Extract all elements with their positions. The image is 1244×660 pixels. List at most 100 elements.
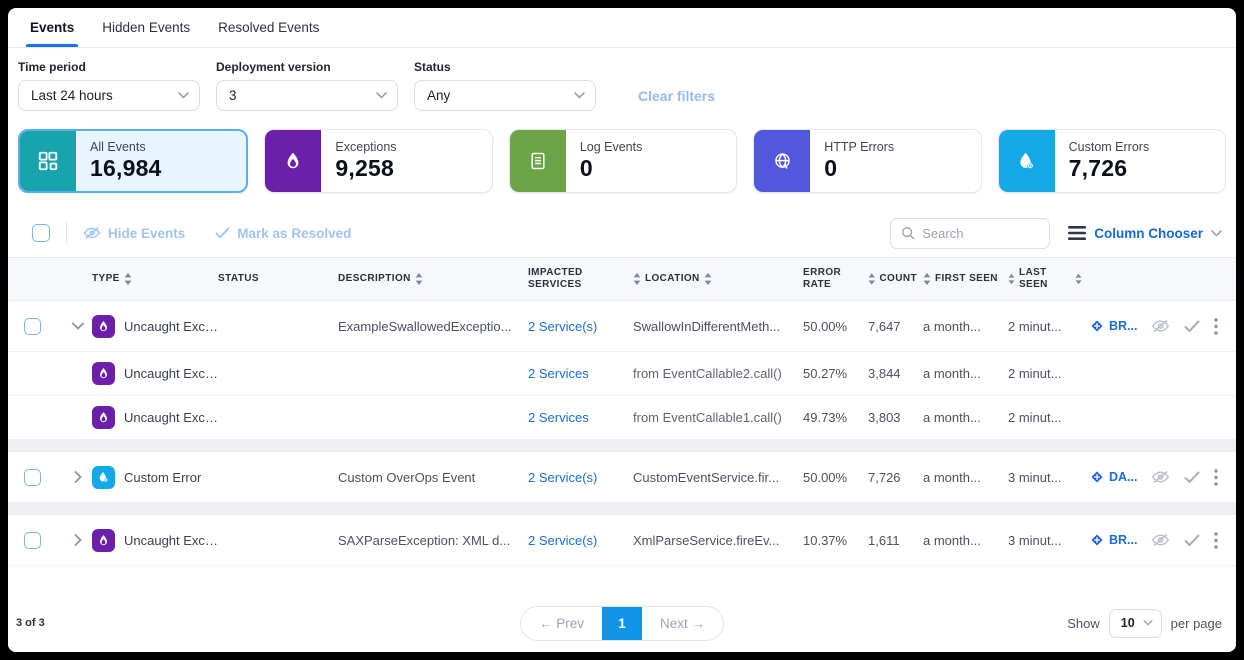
tab-resolved-events[interactable]: Resolved Events: [218, 20, 320, 35]
event-count: 7,647: [868, 318, 901, 334]
first-seen: a month...: [923, 318, 981, 334]
exception-type-icon: [92, 528, 115, 552]
hide-event-icon[interactable]: [1151, 319, 1170, 333]
table-header: TYPE STATUS DESCRIPTION IMPACTED SERVICE…: [8, 257, 1236, 301]
column-header-count[interactable]: COUNT: [868, 273, 923, 286]
card-value: 7,726: [1068, 155, 1128, 181]
deployment-version-value: 3: [229, 88, 237, 103]
custom-error-type-icon: [92, 465, 115, 489]
row-checkbox[interactable]: [23, 317, 41, 335]
deployment-version-select[interactable]: 3: [216, 80, 398, 111]
first-seen: a month...: [923, 366, 981, 381]
chevron-right-icon[interactable]: [64, 534, 92, 546]
page-size-select[interactable]: 10: [1108, 608, 1162, 638]
event-count: 7,726: [868, 469, 901, 485]
resolve-check-icon[interactable]: [1184, 320, 1200, 333]
card-all-events[interactable]: All Events 16,984: [18, 129, 249, 193]
column-header-error-rate[interactable]: ERROR RATE: [803, 266, 842, 291]
log-document-icon: [509, 130, 566, 192]
kebab-menu-icon[interactable]: [1214, 531, 1219, 549]
search-input[interactable]: [922, 225, 1033, 241]
deployment-version-filter: Deployment version 3: [216, 60, 398, 111]
column-header-description[interactable]: DESCRIPTION: [338, 273, 528, 286]
table-subrow[interactable]: Uncaught Exce... 2 Services from EventCa…: [8, 396, 1236, 440]
deployment-version-label: Deployment version: [216, 60, 331, 74]
current-page-button[interactable]: 1: [602, 606, 642, 640]
impacted-services-link[interactable]: 2 Service(s): [528, 318, 598, 334]
table-row[interactable]: Uncaught Exce... ExampleSwallowedExcepti…: [8, 301, 1236, 352]
prev-page-button[interactable]: ← Prev: [538, 615, 584, 631]
clear-filters-button[interactable]: Clear filters: [638, 88, 716, 104]
mark-resolved-button[interactable]: Mark as Resolved: [215, 226, 351, 241]
chevron-down-icon[interactable]: [64, 322, 92, 330]
tab-events[interactable]: Events: [25, 8, 79, 47]
hide-event-icon[interactable]: [1151, 533, 1170, 547]
column-chooser-button[interactable]: Column Chooser: [1068, 226, 1222, 241]
page-size-control: Show 10 per page: [1067, 608, 1222, 638]
last-seen: 2 minut...: [1008, 410, 1062, 425]
column-header-impacted-services[interactable]: IMPACTED SERVICES: [528, 266, 583, 291]
status-value: Any: [427, 88, 451, 103]
row-checkbox[interactable]: [23, 531, 41, 549]
select-all-checkbox[interactable]: [32, 224, 50, 242]
chevron-down-icon: [376, 92, 387, 99]
time-period-select[interactable]: Last 24 hours: [18, 80, 200, 111]
card-log-events[interactable]: Log Events 0: [508, 129, 738, 193]
table-row[interactable]: Uncaught Exce... SAXParseException: XML …: [8, 515, 1236, 566]
first-seen: a month...: [923, 532, 981, 548]
table-row[interactable]: Custom Error Custom OverOps Event 2 Serv…: [8, 452, 1236, 503]
error-rate: 50.00%: [803, 318, 848, 334]
status-select[interactable]: Any: [414, 80, 596, 111]
column-header-location[interactable]: LOCATION: [633, 273, 803, 286]
hide-events-button[interactable]: Hide Events: [83, 226, 185, 241]
card-custom-errors[interactable]: Custom Errors 7,726: [997, 129, 1227, 193]
impacted-services-link[interactable]: 2 Services: [528, 410, 589, 425]
impacted-services-link[interactable]: 2 Service(s): [528, 469, 598, 485]
row-checkbox[interactable]: [23, 468, 41, 486]
column-header-first-seen[interactable]: FIRST SEEN: [923, 273, 1008, 286]
error-rate: 10.37%: [803, 532, 848, 548]
event-type: Custom Error: [124, 469, 202, 485]
tab-bar: Events Hidden Events Resolved Events: [8, 8, 1236, 48]
flame-gear-icon: [998, 130, 1055, 192]
hide-events-label: Hide Events: [108, 225, 186, 241]
table-subrow[interactable]: Uncaught Exce... 2 Services from EventCa…: [8, 352, 1236, 396]
kebab-menu-icon[interactable]: [1214, 468, 1219, 486]
card-value: 9,258: [335, 155, 394, 181]
time-period-value: Last 24 hours: [31, 88, 113, 103]
jira-ticket-link[interactable]: BR...: [1090, 533, 1137, 547]
column-header-last-seen[interactable]: LAST SEEN: [1008, 267, 1088, 292]
event-type: Uncaught Exce...: [124, 366, 218, 381]
mark-resolved-label: Mark as Resolved: [237, 225, 352, 241]
card-label: HTTP Errors: [824, 140, 895, 154]
pagination: ← Prev 1 Next →: [519, 605, 725, 641]
event-type: Uncaught Exce...: [124, 318, 218, 334]
jira-ticket-link[interactable]: DA...: [1090, 470, 1137, 484]
resolve-check-icon[interactable]: [1184, 471, 1200, 484]
event-count: 3,803: [868, 410, 901, 425]
hide-event-icon[interactable]: [1151, 470, 1170, 484]
first-seen: a month...: [923, 410, 981, 425]
dashboard-grid-icon: [20, 131, 76, 191]
column-header-type[interactable]: TYPE: [92, 273, 218, 286]
error-rate: 50.00%: [803, 469, 848, 485]
flame-icon: [265, 130, 322, 192]
jira-ticket-link[interactable]: BR...: [1090, 319, 1137, 333]
status-label: Status: [414, 60, 451, 74]
impacted-services-link[interactable]: 2 Service(s): [528, 532, 598, 548]
status-filter: Status Any: [414, 60, 596, 111]
column-header-status[interactable]: STATUS: [218, 272, 259, 284]
show-label: Show: [1067, 615, 1100, 631]
globe-icon: [754, 130, 811, 192]
next-page-button[interactable]: Next →: [660, 615, 706, 631]
error-rate: 50.27%: [803, 366, 848, 381]
resolve-check-icon[interactable]: [1184, 534, 1200, 547]
last-seen: 2 minut...: [1008, 366, 1062, 381]
kebab-menu-icon[interactable]: [1214, 317, 1219, 335]
card-exceptions[interactable]: Exceptions 9,258: [264, 129, 493, 193]
card-http-errors[interactable]: HTTP Errors 0: [753, 129, 982, 193]
chevron-right-icon[interactable]: [64, 471, 92, 483]
impacted-services-link[interactable]: 2 Services: [528, 366, 589, 381]
tab-hidden-events[interactable]: Hidden Events: [102, 20, 191, 35]
